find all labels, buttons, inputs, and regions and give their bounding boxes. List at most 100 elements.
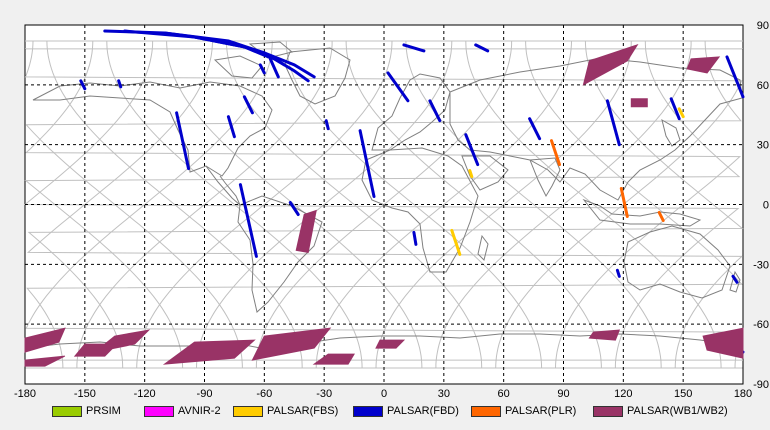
coastline-greenland	[284, 47, 351, 105]
swath-strip	[731, 274, 739, 284]
latitude-tick-label: -30	[753, 259, 769, 271]
swath-wide-beam	[73, 343, 118, 357]
legend-swatch	[471, 405, 501, 417]
orbit-track-line	[76, 41, 333, 368]
longitude-tick-label: 150	[674, 388, 692, 400]
legend-item: AVNIR-2	[144, 401, 221, 421]
longitude-tick-label: -90	[197, 388, 213, 400]
latitude-tick-label: -60	[753, 319, 769, 331]
orbit-track-line	[27, 40, 744, 369]
swath-strip	[657, 211, 665, 222]
swath-strip	[450, 228, 462, 256]
swath-strip	[386, 71, 410, 103]
swath-strip	[669, 97, 681, 121]
swath-strip	[550, 139, 561, 167]
legend-label: PALSAR(PLR)	[505, 405, 577, 417]
swath-strip	[117, 79, 123, 89]
coastline-indonesia	[582, 198, 702, 227]
swath-wide-beam	[582, 43, 639, 86]
latitude-tick-label: 30	[757, 140, 769, 152]
coastline-arabia	[461, 155, 509, 191]
observation-swaths	[24, 29, 745, 367]
longitude-tick-label: 90	[557, 388, 569, 400]
orbit-track-line	[345, 40, 602, 369]
latitude-tick-label: 90	[757, 20, 769, 32]
coastline-africa	[361, 147, 479, 273]
coastline-india	[529, 157, 561, 198]
swath-strip	[79, 79, 87, 91]
legend-swatch	[144, 405, 174, 417]
swath-strip	[677, 107, 685, 119]
swath-strip	[288, 201, 300, 216]
latitude-tick-label: 0	[763, 200, 769, 212]
legend: PRSIM AVNIR-2 PALSAR(FBS) PALSAR(FBD) PALSAR…	[0, 401, 770, 421]
longitude-tick-label: 180	[734, 388, 752, 400]
legend-label: AVNIR-2	[178, 405, 221, 417]
orbit-track-line	[435, 41, 692, 368]
coverage-map: -180 -150 -120 -90 -60 -30 0 30 60 90 120 150 180 90…	[14, 20, 769, 400]
longitude-tick-label: -180	[14, 388, 36, 400]
longitude-tick-label: 0	[381, 388, 387, 400]
legend-label: PALSAR(FBD)	[387, 405, 459, 417]
swath-strip	[175, 111, 190, 171]
swath-strip	[528, 117, 542, 141]
longitude-tick-label: 30	[438, 388, 450, 400]
orbit-track-line	[405, 40, 662, 369]
orbit-track-line	[26, 40, 743, 369]
swath-wide-beam	[295, 209, 317, 253]
coastline-new-zealand	[729, 270, 741, 293]
orbit-track-line	[25, 40, 744, 369]
swath-strip	[474, 43, 490, 53]
legend-swatch	[233, 405, 263, 417]
legend-label: PALSAR(FBS)	[267, 405, 339, 417]
orbit-track-line	[106, 40, 363, 369]
swath-strip	[402, 43, 426, 53]
coastline-antarctica	[24, 333, 744, 349]
orbit-track-line	[285, 40, 543, 369]
swath-strip	[428, 99, 442, 123]
legend-swatch	[593, 405, 623, 417]
swath-strip	[193, 35, 270, 59]
orbit-track-line	[315, 40, 572, 369]
latitude-axis-labels: 90 60 30 0 -30 -60 -90	[753, 20, 769, 391]
legend-swatch	[52, 405, 82, 417]
longitude-tick-label: -30	[316, 388, 332, 400]
coastline-south-america	[237, 195, 323, 313]
swath-strip	[238, 183, 258, 258]
swath-strip	[242, 95, 254, 115]
longitude-tick-label: -120	[134, 388, 156, 400]
swath-strip	[464, 133, 480, 167]
swath-wide-beam	[312, 353, 355, 365]
longitude-tick-label: -150	[74, 388, 96, 400]
orbit-track-line	[225, 40, 483, 369]
swath-wide-beam	[162, 339, 256, 365]
longitude-tick-label: 60	[498, 388, 510, 400]
swath-strip	[226, 115, 236, 139]
coastline-madagascar	[477, 234, 489, 261]
longitude-tick-label: -60	[256, 388, 272, 400]
swath-wide-beam	[686, 56, 721, 74]
legend-swatch	[353, 405, 383, 417]
legend-item: PALSAR(FBD)	[353, 401, 459, 421]
swath-strip	[268, 57, 280, 79]
orbit-track-line	[465, 40, 722, 369]
orbit-track-line	[26, 40, 744, 369]
swath-strip	[412, 230, 418, 246]
coastline-japan	[661, 118, 681, 147]
swath-strip	[324, 119, 330, 131]
legend-item: PALSAR(PLR)	[471, 401, 576, 421]
orbit-track-line	[196, 40, 453, 369]
coastline-north-america	[32, 81, 273, 177]
swath-strip	[358, 129, 376, 198]
orbit-track-line	[24, 40, 742, 369]
swath-strip	[615, 268, 621, 278]
swath-wide-beam	[630, 98, 648, 108]
orbit-track-line	[25, 40, 742, 369]
longitude-axis-labels: -180 -150 -120 -90 -60 -30 0 30 60 90 120 150 180	[14, 388, 752, 400]
swath-strip	[619, 187, 629, 218]
legend-label: PALSAR(WB1/WB2)	[627, 405, 728, 417]
orbit-track-line	[375, 40, 632, 369]
swath-strip	[258, 63, 266, 75]
coastline-asia	[449, 57, 743, 201]
swath-wide-beam	[702, 327, 744, 359]
